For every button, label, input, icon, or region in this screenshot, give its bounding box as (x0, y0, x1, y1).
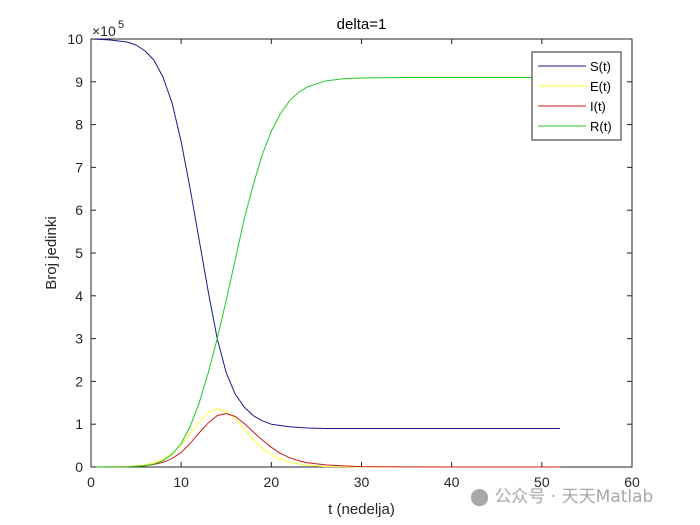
y-tick-label: 1 (75, 416, 83, 432)
y-tick-label: 0 (75, 459, 83, 475)
legend-label: S(t) (590, 59, 611, 74)
watermark: ⬤ 公众号 · 天天Matlab (470, 482, 653, 507)
y-tick-label: 2 (75, 373, 83, 389)
chart-title: delta=1 (337, 16, 387, 33)
y-exponent-base: ×10 (92, 23, 116, 39)
series-line-3 (90, 413, 560, 468)
series-line-1 (90, 38, 560, 429)
y-axis-label: Broj jedinki (43, 216, 60, 289)
y-tick-label: 4 (75, 288, 83, 304)
series-layer (90, 38, 560, 468)
y-tick-label: 9 (75, 74, 83, 90)
y-tick-label: 5 (75, 245, 83, 261)
y-axis-exponent: ×10 5 (92, 19, 124, 39)
x-tick-label: 50 (534, 474, 550, 490)
y-tick-label: 7 (75, 159, 83, 175)
x-axis-label: t (nedelja) (328, 501, 395, 518)
x-tick-label: 0 (87, 474, 95, 490)
y-tick-label: 3 (75, 331, 83, 347)
legend: S(t) E(t) I(t) R(t) (531, 51, 622, 141)
y-tick-label: 8 (75, 117, 83, 133)
legend-entries: S(t) E(t) I(t) R(t) (538, 59, 612, 134)
x-tick-label: 10 (173, 474, 189, 490)
y-tick-label: 6 (75, 202, 83, 218)
y-tick-label: 10 (67, 31, 83, 47)
x-tick-label: 30 (354, 474, 370, 490)
watermark-text: 公众号 · 天天Matlab (494, 487, 654, 507)
x-tick-label: 40 (444, 474, 460, 490)
x-ticks: 0 10 20 30 40 50 60 (87, 39, 640, 490)
legend-label: E(t) (590, 79, 611, 94)
legend-label: I(t) (590, 99, 606, 114)
y-exponent-power: 5 (118, 19, 124, 31)
x-tick-label: 20 (264, 474, 280, 490)
x-tick-label: 60 (624, 474, 640, 490)
y-ticks: 0 1 2 3 4 5 6 7 8 9 10 (67, 31, 632, 475)
series-line-4 (90, 77, 560, 468)
wechat-icon: ⬤ (470, 487, 490, 507)
legend-box (531, 51, 622, 141)
legend-label: R(t) (590, 119, 612, 134)
